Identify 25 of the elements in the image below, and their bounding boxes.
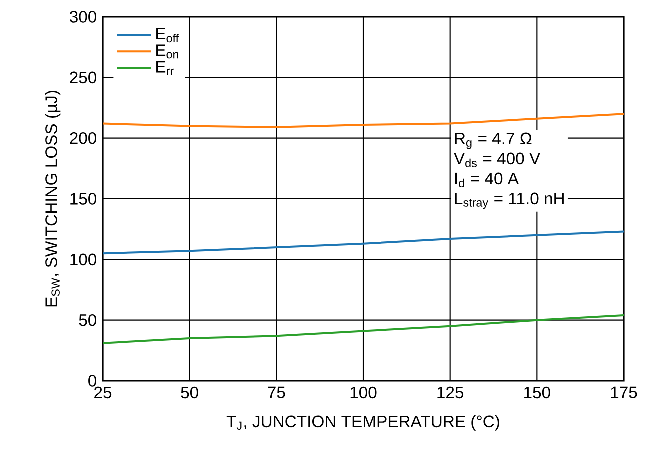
legend-label: E$_{rr}$ — [156, 61, 174, 76]
annotation: V$_{ds}$ = 400 V — [454, 152, 541, 168]
y-tick-label: 50 — [79, 314, 97, 326]
y-axis-title: E$_{SW}$, SWITCHING LOSS (µJ) — [45, 91, 61, 307]
legend-label: E$_{on}$ — [156, 44, 178, 59]
annotation: R$_{g}$ = 4.7 Ω — [455, 132, 532, 150]
x-axis-title: T$_{J}$, JUNCTION TEMPERATURE (°C) — [226, 415, 500, 431]
line-series — [103, 113, 624, 128]
y-tick-label: 250 — [70, 72, 97, 84]
annotation: I$_{d}$ = 40 A — [456, 172, 519, 188]
x-tick-label: 175 — [611, 386, 638, 398]
x-tick-label: 150 — [524, 386, 550, 399]
y-tick-label: 200 — [70, 132, 97, 144]
y-tick-label: 100 — [70, 254, 97, 266]
line-series — [103, 314, 624, 344]
y-tick-label: 300 — [70, 11, 97, 23]
x-tick-label: 50 — [181, 386, 198, 399]
annotation: L$_{stray}$ = 11.0 nH — [455, 192, 564, 210]
x-tick-label: 25 — [94, 386, 112, 399]
x-tick-label: 100 — [350, 386, 377, 399]
y-tick-label: 150 — [70, 193, 97, 205]
x-tick-label: 75 — [268, 386, 286, 398]
x-tick-label: 125 — [438, 386, 464, 399]
y-tick-label: 0 — [88, 375, 97, 387]
legend-label: E$_{off}$ — [156, 28, 180, 43]
